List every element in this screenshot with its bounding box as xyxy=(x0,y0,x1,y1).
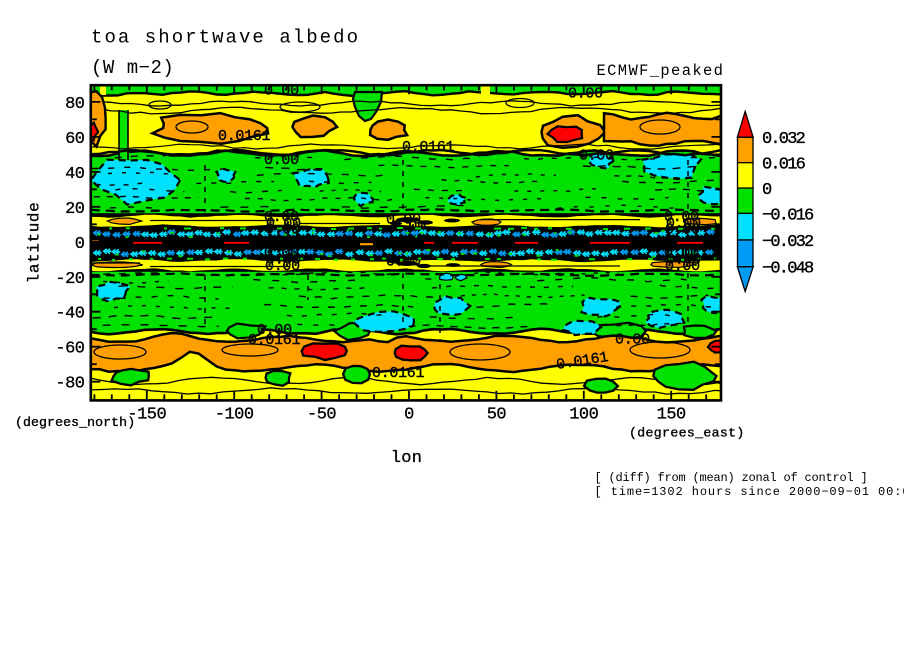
svg-text:0: 0 xyxy=(404,406,414,425)
svg-text:(degrees_north): (degrees_north) xyxy=(15,415,135,430)
svg-text:0: 0 xyxy=(75,235,85,254)
svg-text:-100: -100 xyxy=(215,406,254,425)
svg-text:0.00: 0.00 xyxy=(665,222,700,239)
svg-text:80: 80 xyxy=(65,95,85,114)
svg-text:-40: -40 xyxy=(55,305,84,324)
svg-text:20: 20 xyxy=(65,200,85,219)
svg-text:latitude: latitude xyxy=(26,202,44,284)
svg-text:-60: -60 xyxy=(55,340,84,359)
svg-text:0.0161: 0.0161 xyxy=(248,332,301,349)
svg-text:[ (diff) from (mean) zonal of: [ (diff) from (mean) zonal of control ] xyxy=(595,471,868,485)
svg-text:-50: -50 xyxy=(307,406,336,425)
svg-text:-80: -80 xyxy=(55,375,84,394)
svg-text:0.00: 0.00 xyxy=(568,86,603,103)
svg-text:0.00: 0.00 xyxy=(264,152,299,169)
svg-text:0.00: 0.00 xyxy=(265,222,300,239)
svg-text:−0.032: −0.032 xyxy=(762,233,813,252)
svg-text:0.032: 0.032 xyxy=(762,130,805,149)
svg-text:-20: -20 xyxy=(55,270,84,289)
svg-text:0.0161: 0.0161 xyxy=(372,365,425,382)
svg-text:[ time=1302 hours since 2000−0: [ time=1302 hours since 2000−09−01 00:0 xyxy=(595,485,904,499)
svg-text:toa shortwave albedo: toa shortwave albedo xyxy=(91,27,360,49)
svg-text:0.016: 0.016 xyxy=(762,156,806,175)
svg-text:40: 40 xyxy=(65,165,85,184)
svg-text:0.00: 0.00 xyxy=(579,148,614,165)
svg-text:−0.048: −0.048 xyxy=(762,260,814,279)
svg-text:0.00: 0.00 xyxy=(665,258,700,275)
svg-text:50: 50 xyxy=(487,406,507,425)
svg-text:0.00: 0.00 xyxy=(615,332,650,349)
svg-text:0.0161: 0.0161 xyxy=(402,139,455,156)
svg-text:(degrees_east): (degrees_east) xyxy=(629,426,745,441)
svg-text:(W m−2): (W m−2) xyxy=(91,57,174,79)
svg-text:150: 150 xyxy=(657,406,686,425)
svg-text:100: 100 xyxy=(569,406,598,425)
svg-text:0.00: 0.00 xyxy=(265,258,300,275)
svg-text:lon: lon xyxy=(391,449,423,468)
svg-text:−0.016: −0.016 xyxy=(762,206,814,225)
svg-text:60: 60 xyxy=(65,130,85,149)
svg-text:ECMWF_peaked: ECMWF_peaked xyxy=(597,62,725,80)
svg-text:0.0161: 0.0161 xyxy=(218,128,271,145)
svg-text:0: 0 xyxy=(762,181,772,200)
